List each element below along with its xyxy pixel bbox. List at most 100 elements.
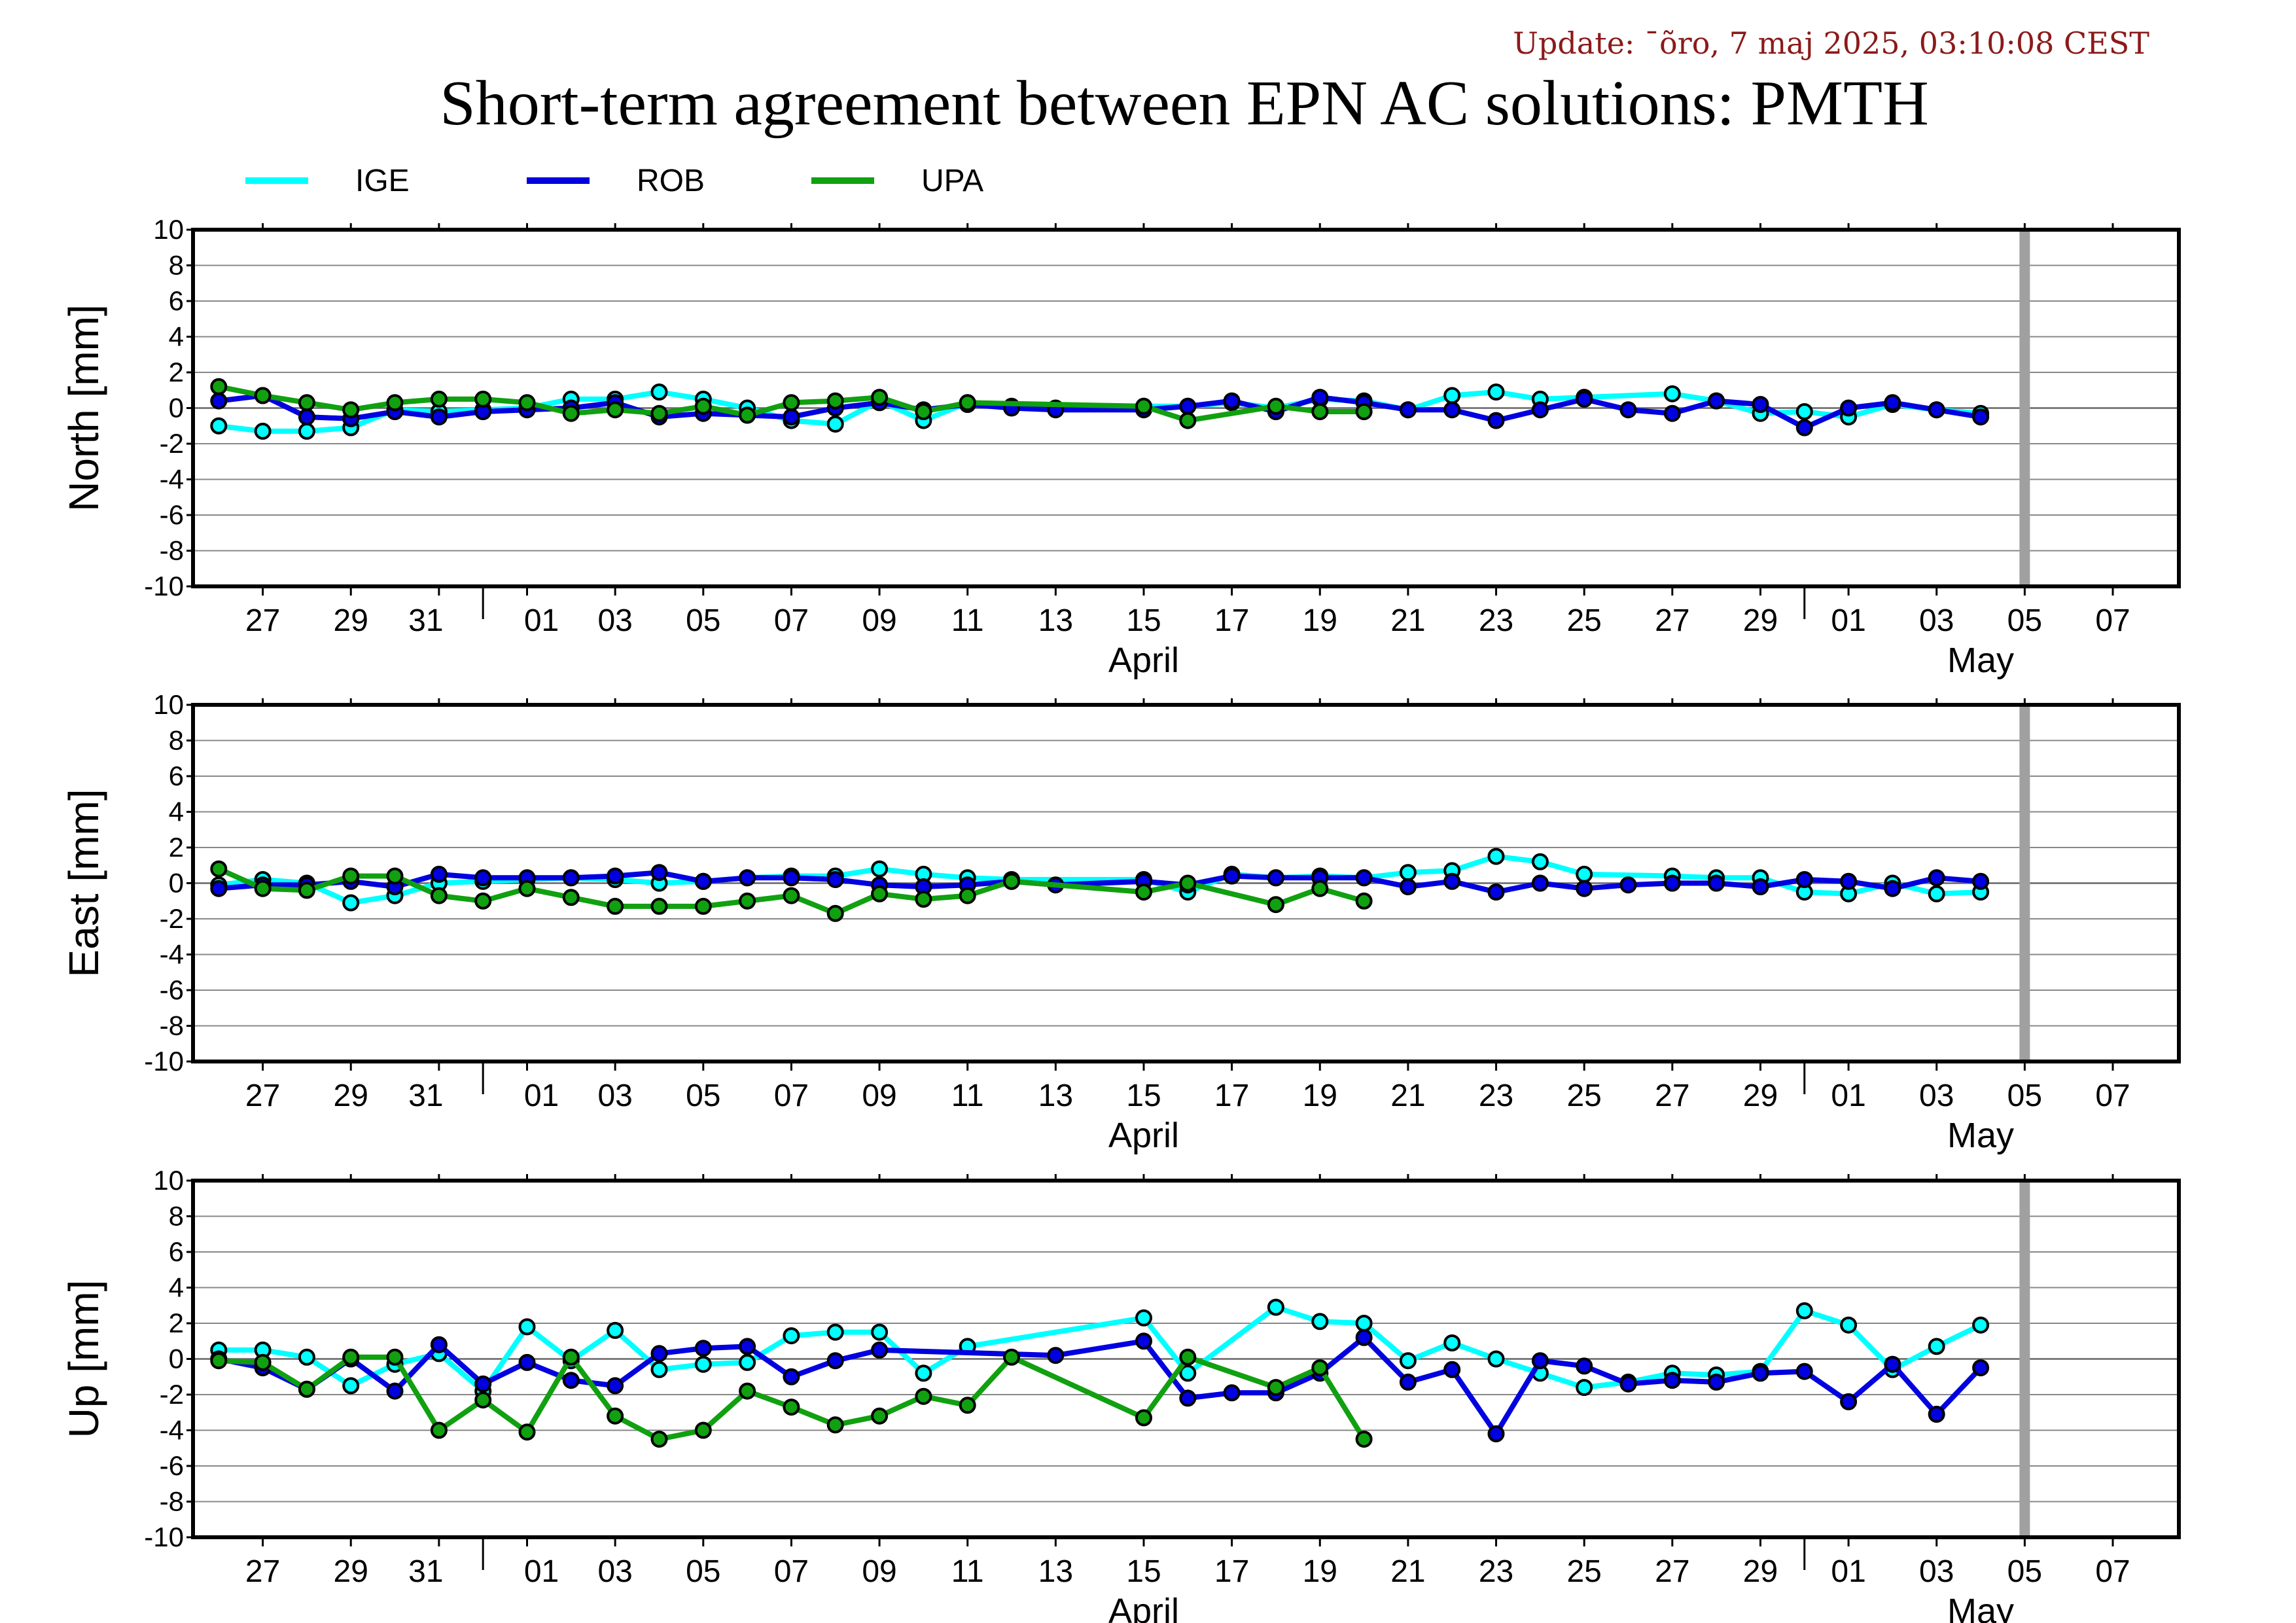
data-point: [871, 1407, 889, 1425]
x-tick-label: 03: [597, 1554, 632, 1589]
data-point: [739, 1382, 756, 1400]
y-tick-label: 6: [169, 1236, 184, 1267]
series-upa: [210, 1348, 1373, 1448]
y-tick-label: 0: [169, 393, 184, 423]
data-point: [783, 869, 800, 887]
x-tick-label: 21: [1390, 1554, 1425, 1589]
data-point: [298, 394, 315, 412]
data-point: [607, 401, 624, 419]
x-tick-label: 25: [1566, 603, 1601, 638]
x-tick-label: 29: [334, 1079, 368, 1113]
y-tick-label: 4: [169, 796, 184, 827]
data-point: [694, 1421, 712, 1439]
data-point: [1576, 880, 1593, 897]
data-point: [783, 887, 800, 904]
data-point: [607, 1407, 624, 1425]
y-tick-label: 2: [169, 1308, 184, 1338]
x-tick-label: 05: [686, 1079, 720, 1113]
data-point: [430, 1336, 448, 1353]
data-point: [430, 408, 448, 426]
x-tick-label: 09: [862, 1079, 896, 1113]
data-point: [518, 1423, 536, 1441]
legend: IGE ROB UPA: [245, 164, 983, 198]
data-point: [1223, 392, 1241, 410]
data-point: [650, 897, 668, 915]
x-tick-label: 07: [2095, 1554, 2130, 1589]
x-tick-label: 01: [1831, 1079, 1865, 1113]
data-point: [1135, 883, 1152, 901]
data-point: [1531, 401, 1549, 419]
data-point: [254, 422, 272, 440]
x-tick-label: 23: [1479, 1554, 1513, 1589]
data-point: [1487, 847, 1505, 865]
data-point: [342, 894, 360, 912]
data-point: [1795, 1363, 1813, 1380]
legend-label: ROB: [637, 164, 705, 198]
y-tick-label: -10: [144, 1522, 184, 1552]
month-label: April: [1108, 1592, 1179, 1623]
x-tick-label: 07: [2095, 1079, 2130, 1113]
x-tick-label: 21: [1390, 1079, 1425, 1113]
x-tick-label: 05: [686, 603, 720, 638]
data-point: [1487, 1425, 1505, 1442]
data-point: [342, 867, 360, 885]
x-tick-label: 27: [245, 603, 280, 638]
data-point: [1531, 1352, 1549, 1370]
legend-item-upa: UPA: [811, 164, 983, 198]
data-point: [1399, 864, 1417, 882]
data-point: [1487, 383, 1505, 401]
data-point: [915, 1387, 932, 1405]
data-point: [607, 1377, 624, 1395]
data-point: [1355, 1329, 1373, 1346]
data-point: [298, 408, 315, 426]
data-point: [650, 1431, 668, 1448]
y-tick-label: -2: [160, 903, 184, 934]
x-tick-label: 05: [686, 1554, 720, 1589]
y-tick-label: -10: [144, 1046, 184, 1077]
x-tick-label: 27: [245, 1079, 280, 1113]
data-point: [1840, 399, 1858, 417]
data-point: [342, 1377, 360, 1395]
x-tick-label: 27: [245, 1554, 280, 1589]
plot-frame: [191, 1179, 2181, 1539]
y-tick-label: 0: [169, 868, 184, 899]
x-tick-label: 09: [862, 1554, 896, 1589]
data-point: [562, 889, 580, 906]
x-tick-label: 03: [597, 603, 632, 638]
x-tick-label: 05: [2007, 1554, 2042, 1589]
data-point: [518, 1353, 536, 1371]
y-tick-label: -8: [160, 1486, 184, 1517]
data-point: [210, 880, 228, 897]
data-point: [1135, 1332, 1152, 1350]
y-tick-label: 10: [153, 1165, 184, 1196]
data-point: [1003, 872, 1020, 890]
data-point: [210, 392, 228, 410]
data-point: [1179, 1348, 1197, 1366]
data-point: [826, 1352, 844, 1370]
data-point: [1443, 1334, 1461, 1351]
x-tick-label: 11: [951, 1079, 984, 1113]
data-point: [871, 885, 889, 902]
data-point: [386, 394, 404, 412]
data-point: [1003, 1348, 1020, 1366]
y-tick-label: -2: [160, 428, 184, 459]
data-point: [650, 1361, 668, 1378]
data-point: [783, 408, 800, 426]
data-point: [1267, 869, 1284, 887]
x-tick-label: 13: [1038, 603, 1073, 638]
data-point: [1840, 1393, 1858, 1410]
data-point: [1795, 871, 1813, 888]
month-label: May: [1947, 641, 2014, 680]
data-point: [430, 390, 448, 408]
data-point: [826, 871, 844, 888]
data-point: [1355, 869, 1373, 887]
y-axis-label: Up [mm]: [60, 1280, 107, 1438]
panel-north: 10 8 6 4 2 0 -2 -4 -6 -8 -10 27 29 31 01 03 05 07 09 11 13 15…: [60, 214, 2181, 680]
x-tick-label: 01: [1831, 1554, 1865, 1589]
data-point: [210, 1352, 228, 1370]
data-point: [915, 891, 932, 908]
y-tick-label: 2: [169, 832, 184, 863]
x-tick-label: 29: [1743, 1554, 1778, 1589]
data-point: [783, 394, 800, 412]
y-tick-label: -2: [160, 1379, 184, 1410]
